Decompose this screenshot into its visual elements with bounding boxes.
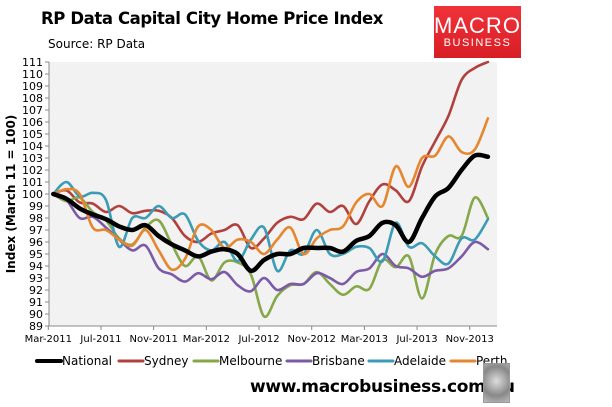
x-tick-label: Mar-2011 (25, 334, 72, 345)
y-tick-label: 92 (29, 284, 43, 297)
y-tick-label: 94 (29, 260, 43, 273)
macrobusiness-logo: MACRO BUSINESS (434, 6, 521, 58)
legend-label-brisbane: Brisbane (312, 354, 365, 368)
series-line-perth (52, 117, 490, 272)
x-tick-label: Mar-2012 (183, 334, 230, 345)
y-tick-label: 95 (29, 248, 43, 261)
legend-label-sydney: Sydney (144, 354, 188, 368)
y-tick-label: 99 (29, 200, 43, 213)
y-tick-label: 98 (29, 212, 43, 225)
logo-line1: MACRO (434, 13, 521, 38)
y-tick-label: 102 (22, 164, 43, 177)
x-tick-label: Nov-2011 (130, 334, 178, 345)
y-tick-label: 108 (22, 92, 43, 105)
y-tick-label: 104 (22, 140, 43, 153)
y-tick-label: 97 (29, 224, 43, 237)
y-tick-label: 106 (22, 116, 43, 129)
y-tick-label: 105 (22, 128, 43, 141)
y-tick-label: 100 (22, 188, 43, 201)
y-tick-label: 93 (29, 272, 43, 285)
y-tick-label: 90 (29, 308, 43, 321)
y-tick-label: 107 (22, 104, 43, 117)
legend-label-adelaide: Adelaide (394, 354, 446, 368)
y-axis-label: Index (March 11 = 100) (4, 115, 18, 274)
series-line-national (51, 152, 491, 274)
x-tick-label: Jul-2012 (237, 334, 279, 345)
plot-area (49, 62, 497, 326)
series-line-brisbane (52, 192, 490, 293)
y-tick-label: 101 (22, 176, 43, 189)
y-tick-label: 96 (29, 236, 43, 249)
series-line-sydney (52, 60, 490, 250)
y-tick-label: 91 (29, 296, 43, 309)
y-tick-label: 103 (22, 152, 43, 165)
chart-title: RP Data Capital City Home Price Index (41, 9, 384, 28)
legend-label-melbourne: Melbourne (219, 354, 282, 368)
y-tick-label: 109 (22, 80, 43, 93)
x-tick-label: Jul-2011 (79, 334, 121, 345)
y-tick-label: 89 (29, 320, 43, 333)
y-tick-label: 110 (22, 68, 43, 81)
website-url[interactable]: www.macrobusiness.com.au (250, 377, 515, 397)
x-tick-label: Jul-2013 (395, 334, 437, 345)
logo-line2: BUSINESS (443, 37, 512, 49)
x-tick-label: Nov-2013 (446, 334, 494, 345)
chart-source: Source: RP Data (48, 37, 146, 51)
legend-label-national: National (62, 354, 112, 368)
wolf-icon (483, 363, 510, 403)
x-tick-label: Mar-2013 (341, 334, 388, 345)
y-tick-label: 111 (22, 56, 43, 69)
x-tick-label: Nov-2012 (288, 334, 336, 345)
